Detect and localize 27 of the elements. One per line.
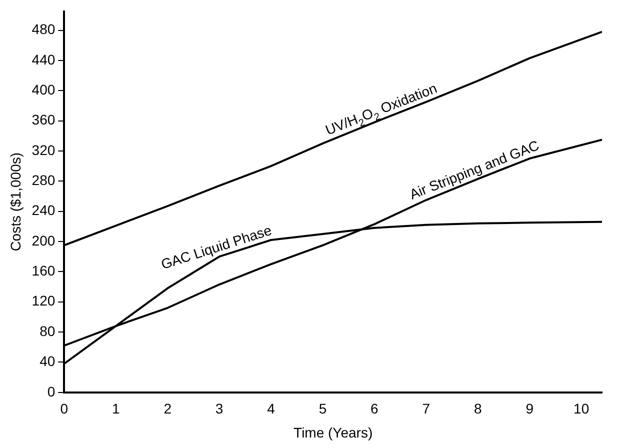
y-tick-label: 80 [40, 322, 56, 339]
text: GAC Liquid Phase [158, 222, 274, 272]
y-tick-label: 400 [32, 81, 56, 98]
x-tick-label: 10 [574, 400, 590, 417]
y-tick-label: 120 [32, 292, 56, 309]
x-tick-label: 6 [370, 400, 379, 417]
y-tick-label: 440 [32, 51, 56, 68]
y-tick-label: 200 [32, 232, 56, 248]
x-tick-label: 0 [60, 400, 68, 417]
x-tick-label: 3 [215, 400, 224, 417]
x-tick-label: 7 [422, 400, 430, 417]
y-tick-label: 0 [47, 383, 56, 400]
y-tick-label: 480 [32, 21, 56, 38]
x-tick-label: 8 [474, 400, 482, 417]
y-tick-label: 240 [32, 202, 56, 218]
y-tick-label: 280 [32, 172, 56, 188]
x-axis-title: Time (Years) [294, 424, 373, 440]
x-tick-label: 5 [318, 400, 327, 417]
y-tick-label: 40 [40, 353, 56, 370]
y-tick-label: 160 [32, 262, 56, 279]
x-tick-label: 4 [267, 400, 276, 417]
y-axis-title: Costs ($1,000s) [7, 152, 24, 252]
y-tick-label: 320 [32, 142, 56, 158]
x-tick-label: 9 [526, 400, 534, 417]
y-tick-label: 360 [32, 112, 56, 128]
x-tick-label: 2 [164, 400, 172, 417]
x-tick-label: 1 [112, 400, 120, 417]
